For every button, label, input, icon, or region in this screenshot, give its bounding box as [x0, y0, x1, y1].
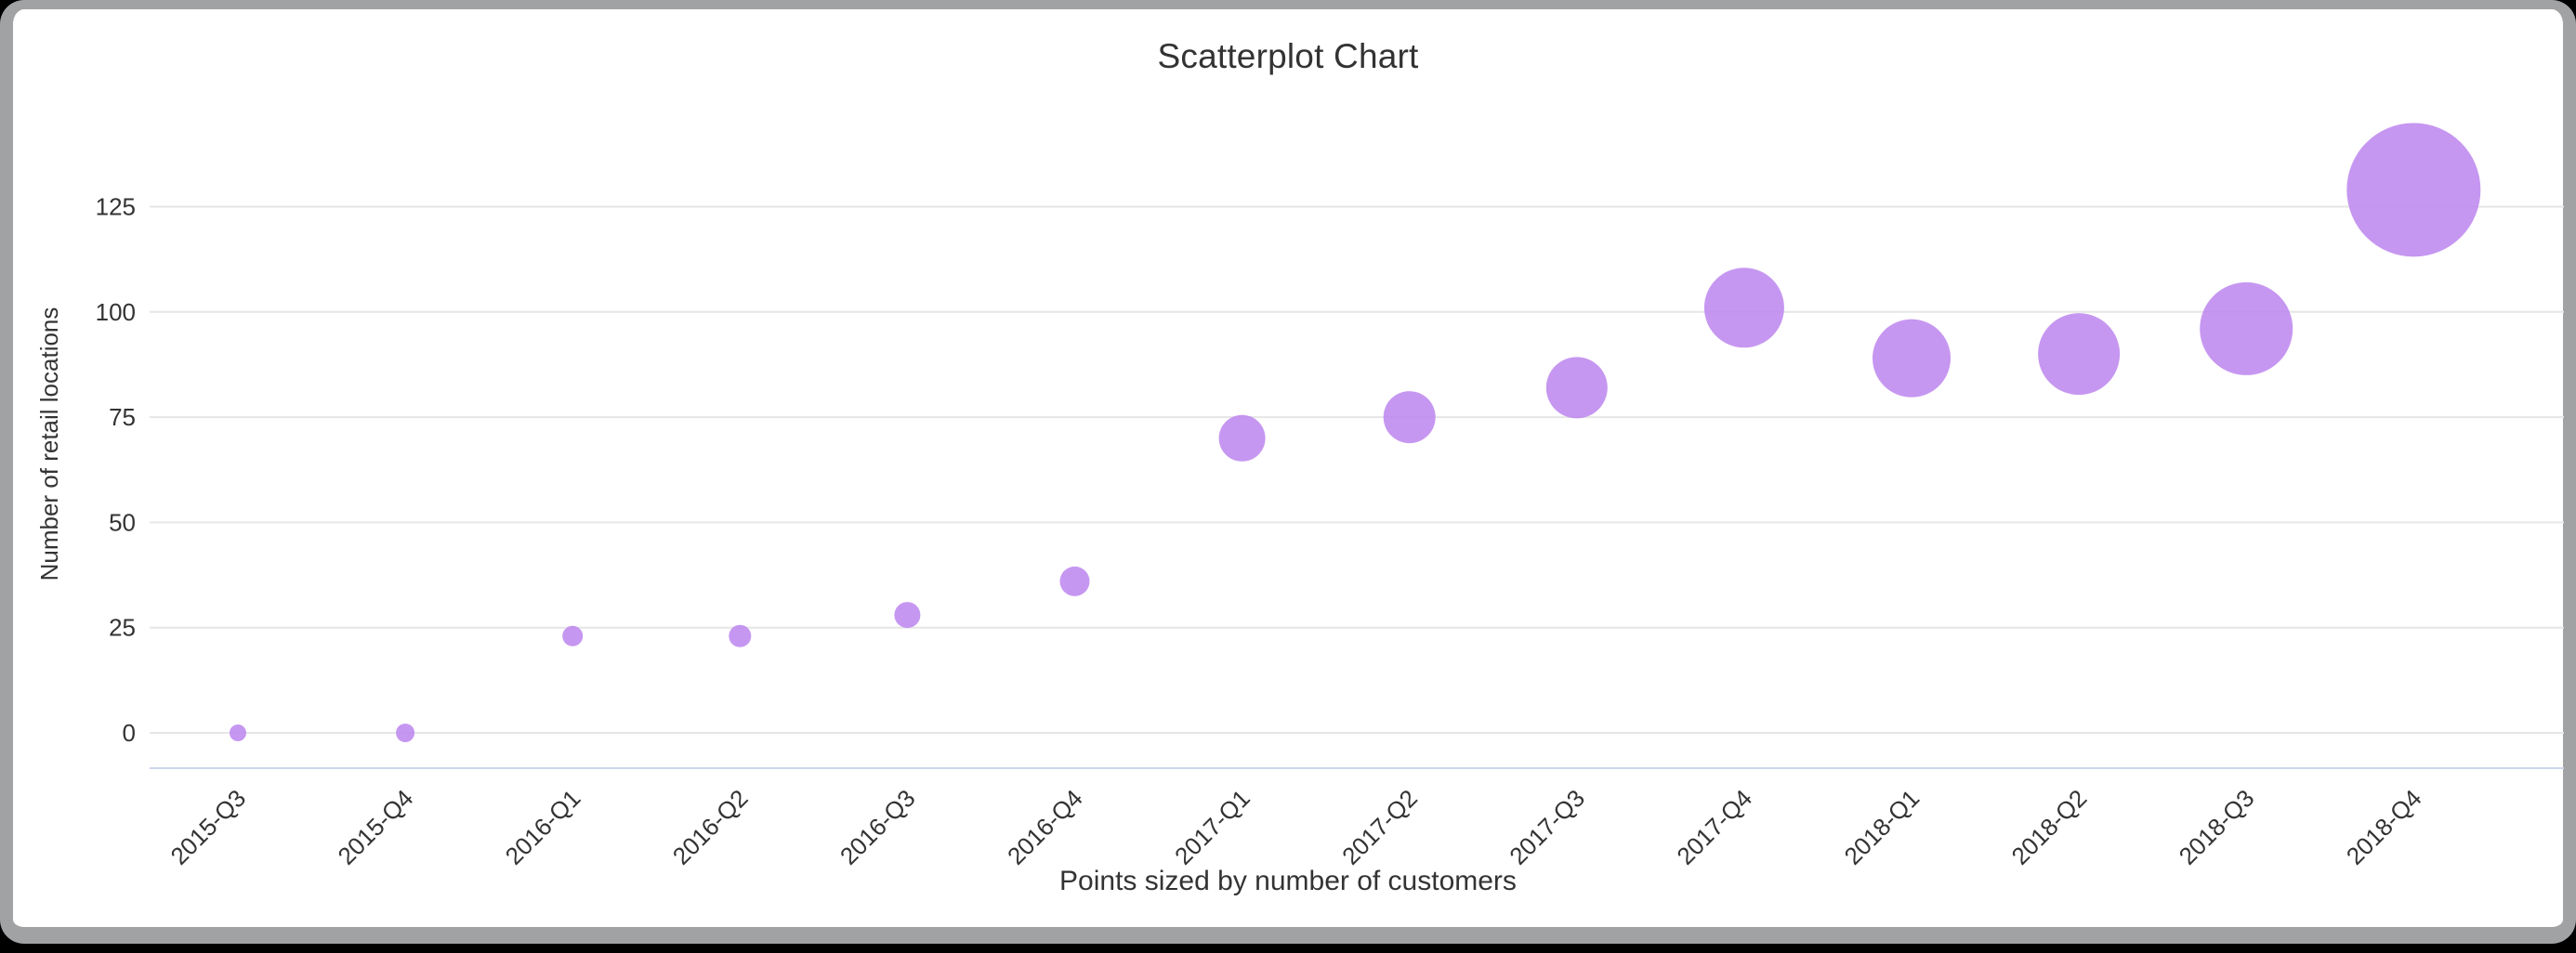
- point-2018-Q4[interactable]: [2346, 123, 2481, 257]
- point-2016-Q1[interactable]: [562, 625, 584, 646]
- point-2015-Q4[interactable]: [396, 724, 415, 742]
- point-2017-Q3[interactable]: [1545, 357, 1608, 419]
- y-tick-label-125: 125: [96, 193, 136, 221]
- x-tick-label-2017-Q2: 2017-Q2: [1336, 784, 1423, 870]
- point-2016-Q2[interactable]: [729, 624, 752, 647]
- y-tick-label-100: 100: [96, 298, 136, 326]
- x-tick-label-2018-Q1: 2018-Q1: [1838, 784, 1925, 870]
- point-2017-Q4[interactable]: [1703, 268, 1784, 348]
- x-tick-label-2017-Q1: 2017-Q1: [1169, 784, 1255, 870]
- x-tick-label-2016-Q1: 2016-Q1: [500, 784, 586, 870]
- x-tick-label-2016-Q3: 2016-Q3: [835, 784, 921, 870]
- x-tick-label-2016-Q4: 2016-Q4: [1002, 784, 1088, 870]
- point-2017-Q1[interactable]: [1218, 414, 1266, 462]
- point-2015-Q3[interactable]: [230, 725, 246, 741]
- x-tick-label-2018-Q4: 2018-Q4: [2341, 784, 2427, 870]
- y-tick-label-50: 50: [109, 508, 136, 536]
- y-tick-label-75: 75: [109, 403, 136, 431]
- plot-area: 0 25 50 75 100 125 2015-Q3 2015-Q4 2016-Q1 2016-Q…: [13, 9, 2564, 927]
- point-2016-Q4[interactable]: [1059, 566, 1090, 596]
- y-tick-label-25: 25: [109, 614, 136, 642]
- point-2016-Q3[interactable]: [894, 602, 921, 629]
- x-tick-label-2017-Q3: 2017-Q3: [1504, 784, 1590, 870]
- point-2017-Q2[interactable]: [1383, 391, 1436, 444]
- x-tick-label-2018-Q3: 2018-Q3: [2174, 784, 2260, 870]
- x-tick-label-2016-Q2: 2016-Q2: [667, 784, 754, 870]
- point-2018-Q1[interactable]: [1873, 319, 1951, 398]
- chart-subtitle: Points sized by number of customers: [1059, 866, 1517, 896]
- y-axis-title: Number of retail locations: [35, 307, 63, 581]
- x-tick-label-2018-Q2: 2018-Q2: [2006, 784, 2093, 870]
- x-tick-label-2015-Q4: 2015-Q4: [333, 784, 419, 870]
- chart-title: Scatterplot Chart: [1157, 37, 1419, 75]
- scatter-plot: 0 25 50 75 100 125 2015-Q3 2015-Q4 2016-Q1 2016-Q…: [35, 123, 2564, 870]
- point-2018-Q2[interactable]: [2038, 313, 2121, 396]
- y-tick-label-0: 0: [123, 719, 136, 747]
- point-2018-Q3[interactable]: [2200, 281, 2293, 375]
- x-tick-label-2017-Q4: 2017-Q4: [1671, 784, 1757, 870]
- x-tick-label-2015-Q3: 2015-Q3: [164, 784, 251, 870]
